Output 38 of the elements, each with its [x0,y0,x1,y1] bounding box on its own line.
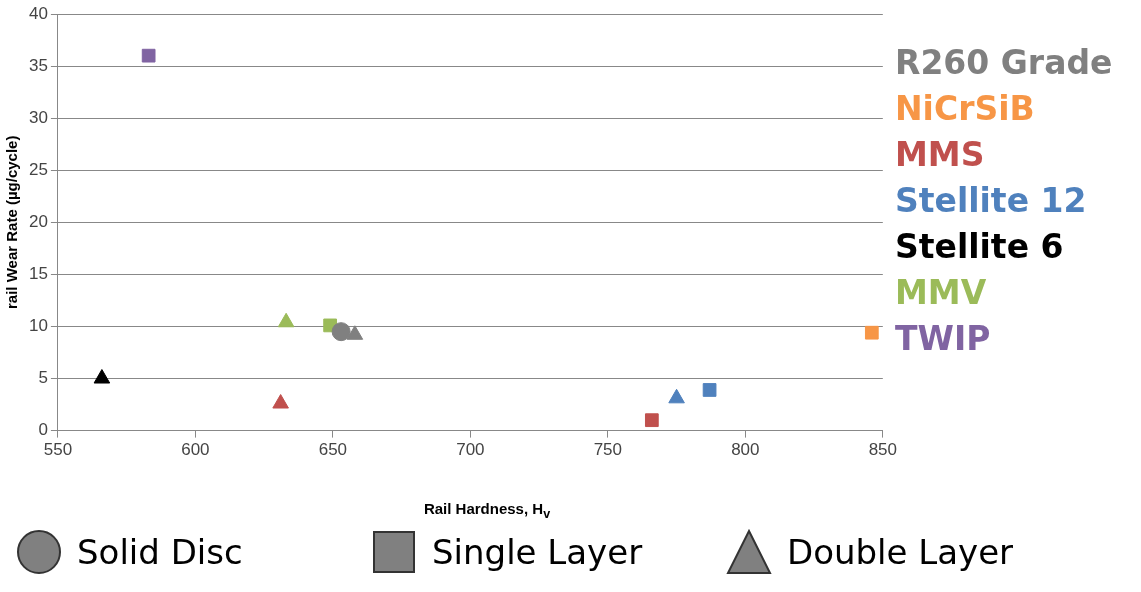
text: MMS [895,134,986,176]
y-axis-title: rail Wear Rate (µg/cycle) [3,135,21,310]
x-tick-label: 800 [731,440,760,460]
text: NiCrSiB [895,88,1036,130]
point [93,369,111,384]
y-tick-label: 10 [28,316,48,336]
text: Stellite 6 [895,226,1065,268]
point [644,413,659,428]
y-tick-label: 5 [38,368,48,388]
y-tick-label: 25 [28,159,48,179]
y-tick-label: 15 [28,264,48,284]
point [702,383,717,397]
point [141,48,156,63]
x-axis-title: Rail Hardness, H$_{v}$ [422,500,552,521]
text: TWIP [895,318,992,360]
x-tick-label: 550 [43,440,73,460]
text: R260 Grade [895,42,1113,84]
point [272,394,289,409]
point [331,322,351,342]
point [346,325,364,340]
x-tick-label: 850 [868,440,898,460]
x-tick-label: 650 [318,440,348,460]
point [277,312,295,328]
y-tick-label: 30 [28,107,48,127]
text: Solid Disc [77,532,243,572]
text: Double Layer [787,532,1014,572]
x-tick-label: 700 [456,440,485,460]
y-tick-label: 0 [38,420,48,440]
text: MMV [895,272,988,314]
point [668,388,685,404]
point [864,325,879,340]
y-tick-label: 20 [28,211,48,231]
y-tick-label: 35 [28,55,48,75]
text: Single Layer [432,532,643,572]
text: Stellite 12 [895,180,1088,222]
x-tick-label: 750 [593,440,623,460]
y-tick-label: 40 [28,3,48,23]
x-tick-label: 600 [181,440,210,460]
